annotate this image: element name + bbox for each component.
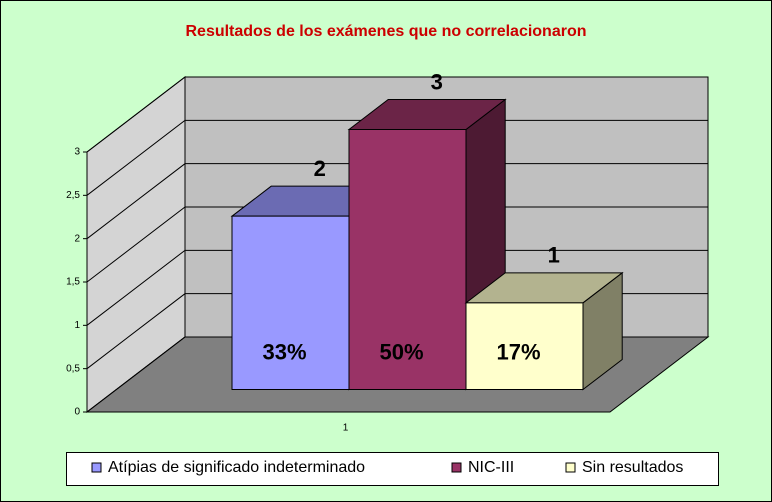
y-tick-label: 2 <box>74 233 80 244</box>
legend-marker <box>565 462 576 473</box>
y-tick-label: 2,5 <box>66 190 80 201</box>
share-label: 33% <box>262 339 306 364</box>
bar <box>348 129 467 390</box>
grid-line <box>86 76 708 153</box>
grid-line <box>86 119 708 196</box>
grid-line <box>86 249 708 326</box>
grid-line <box>86 163 708 240</box>
chart-title: Resultados de los exámenes que no correl… <box>185 23 586 40</box>
x-tick-label: 1 <box>343 423 349 434</box>
share-label: 50% <box>379 339 423 364</box>
y-tick-label: 3 <box>74 147 80 158</box>
share-label: 17% <box>496 339 540 364</box>
data-label: 2 <box>314 156 326 181</box>
legend-marker <box>91 462 102 473</box>
legend <box>66 452 719 486</box>
y-tick-label: 0 <box>74 407 80 418</box>
legend-label: Sin resultados <box>582 459 683 476</box>
data-label: 3 <box>431 69 443 94</box>
bar <box>465 302 584 390</box>
y-tick-label: 0,5 <box>66 363 80 374</box>
legend-label: Atípias de significado indeterminado <box>108 459 365 476</box>
y-tick-label: 1 <box>74 320 80 331</box>
legend-label: NIC-III <box>468 459 514 476</box>
data-label: 1 <box>548 243 560 268</box>
legend-marker <box>451 462 462 473</box>
y-tick-label: 1,5 <box>66 277 80 288</box>
grid-line <box>86 206 708 283</box>
